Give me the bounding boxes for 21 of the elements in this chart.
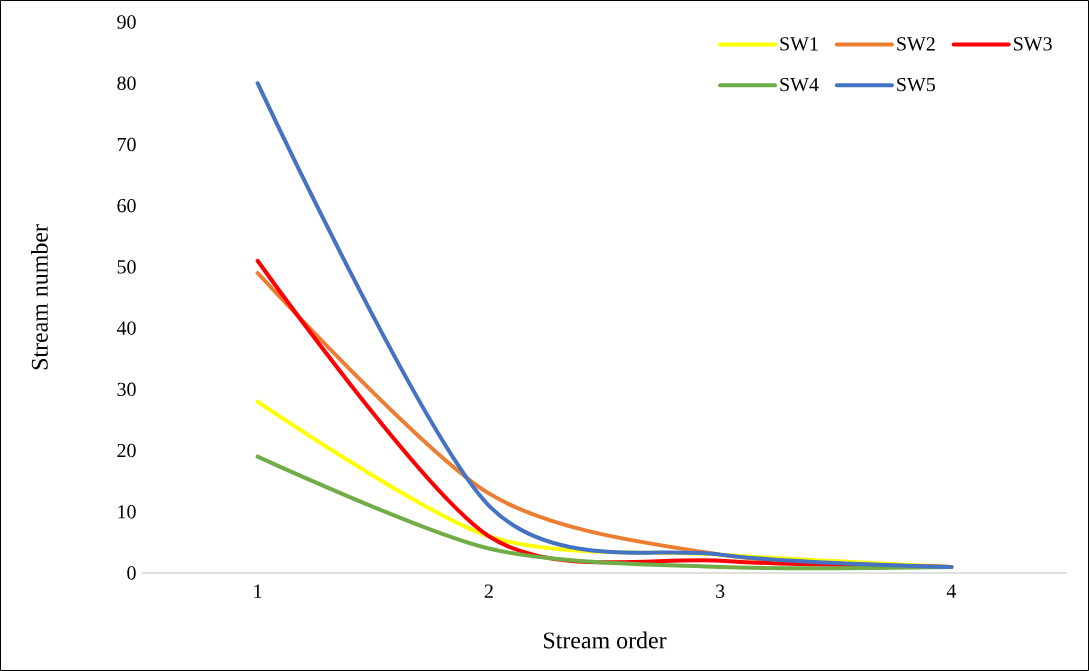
y-axis-title: Stream number (31, 224, 48, 370)
y-tick-label: 90 (117, 15, 136, 29)
x-tick-label: 2 (484, 584, 493, 598)
x-tick-label: 4 (946, 584, 957, 598)
legend-label: SW1 (780, 37, 818, 51)
legend-label: SW5 (897, 77, 935, 92)
x-tick-label: 3 (716, 584, 725, 598)
x-tick-label: 1 (254, 584, 262, 598)
y-tick-label: 80 (117, 76, 136, 90)
y-tick-label: 10 (118, 505, 136, 519)
y-tick-label: 70 (117, 137, 136, 152)
y-tick-label: 50 (117, 260, 136, 274)
legend-label: SW2 (897, 37, 935, 51)
x-axis-title: Stream order (544, 631, 667, 649)
legend-label: SW3 (1014, 37, 1052, 51)
y-tick-label: 60 (117, 198, 136, 213)
y-tick-label: 20 (117, 443, 136, 458)
y-tick-label: 40 (116, 321, 136, 335)
y-tick-label: 0 (127, 566, 136, 580)
y-tick-label: 30 (117, 382, 136, 397)
legend-label: SW4 (780, 77, 819, 92)
